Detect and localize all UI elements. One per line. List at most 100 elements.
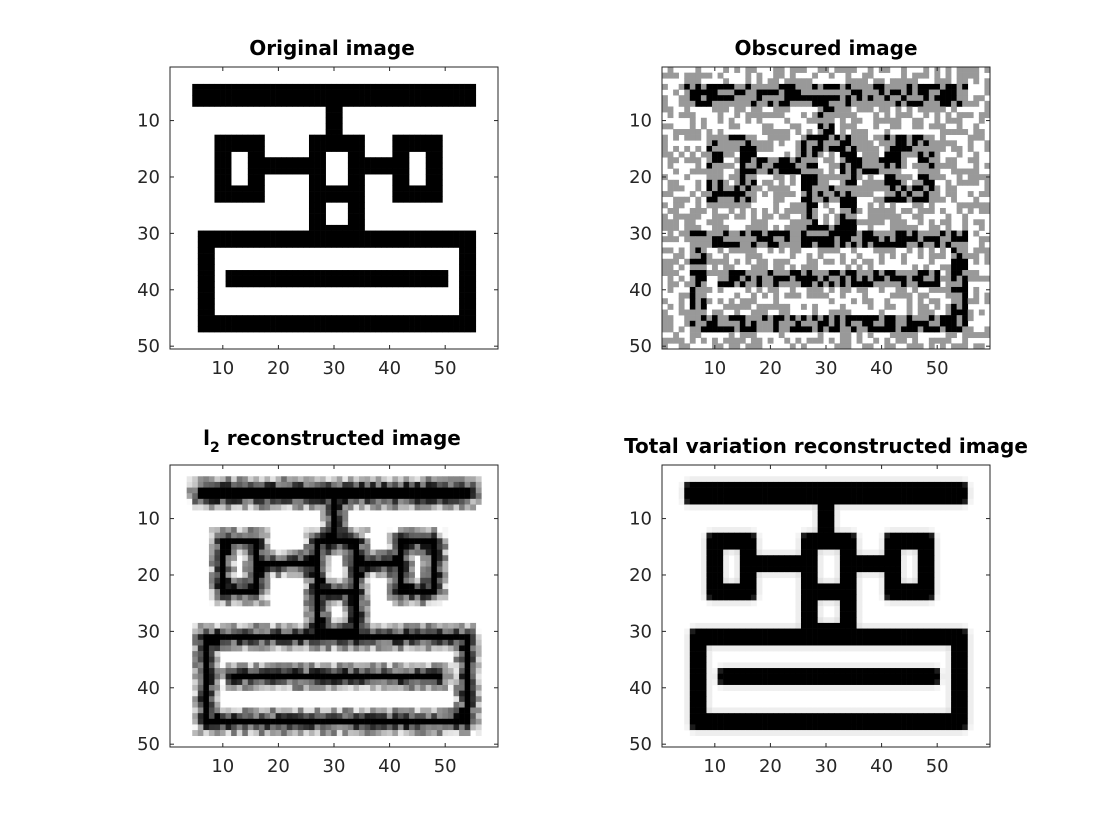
- image-pixel: [225, 662, 232, 669]
- image-pixel: [817, 129, 824, 135]
- image-layer: [678, 476, 974, 737]
- image-pixel: [834, 112, 841, 119]
- image-pixel: [370, 572, 376, 579]
- image-pixel: [370, 679, 376, 686]
- image-pixel: [225, 481, 232, 488]
- image-pixel: [928, 253, 935, 260]
- image-pixel: [270, 560, 276, 567]
- image-pixel: [308, 538, 315, 545]
- image-pixel: [470, 724, 477, 731]
- image-pixel: [717, 129, 724, 135]
- image-pixel: [873, 112, 880, 119]
- image-pixel: [336, 662, 343, 669]
- image-pixel: [851, 83, 857, 90]
- image-pixel: [270, 724, 276, 731]
- image-pixel: [392, 589, 399, 596]
- image-pixel: [800, 145, 807, 152]
- image-pixel: [834, 275, 841, 282]
- image-pixel: [192, 730, 199, 737]
- image-pixel: [706, 476, 713, 483]
- image-pixel: [375, 230, 382, 237]
- image-pixel: [347, 594, 354, 601]
- image-pixel: [281, 236, 288, 243]
- subplot-l2-svg: l2 reconstructed image 10 20 30 40 501020304…: [137, 426, 499, 777]
- image-pixel: [242, 89, 249, 96]
- image-pixel: [231, 326, 238, 333]
- image-pixel: [928, 202, 935, 209]
- image-pixel: [303, 241, 310, 248]
- image-pixel: [773, 174, 780, 181]
- image-pixel: [220, 174, 226, 181]
- image-pixel: [275, 481, 282, 488]
- image-pixel: [392, 326, 399, 333]
- image-pixel: [928, 95, 935, 102]
- image-pixel: [700, 89, 707, 96]
- image-pixel: [364, 100, 371, 107]
- image-pixel: [912, 326, 919, 333]
- image-pixel: [673, 145, 679, 152]
- image-pixel: [745, 100, 752, 107]
- image-pixel: [828, 112, 835, 119]
- image-pixel: [336, 538, 343, 545]
- image-pixel: [712, 185, 718, 192]
- image-pixel: [258, 572, 265, 579]
- image-pixel: [292, 645, 299, 652]
- chart-title: Total variation reconstructed image: [624, 434, 1028, 458]
- image-pixel: [945, 67, 952, 73]
- y-tick-label: 20: [629, 167, 652, 188]
- image-pixel: [723, 191, 730, 198]
- image-pixel: [923, 208, 930, 214]
- image-pixel: [884, 95, 891, 102]
- image-pixel: [700, 270, 707, 276]
- image-pixel: [425, 83, 432, 90]
- image-pixel: [281, 713, 288, 720]
- image-pixel: [425, 560, 432, 567]
- image-pixel: [851, 162, 857, 169]
- image-pixel: [745, 241, 752, 248]
- image-pixel: [403, 151, 410, 158]
- image-pixel: [689, 253, 696, 260]
- image-pixel: [706, 481, 713, 488]
- image-pixel: [728, 264, 735, 271]
- image-pixel: [431, 83, 438, 90]
- image-pixel: [828, 72, 835, 79]
- image-pixel: [750, 230, 757, 237]
- image-pixel: [823, 241, 830, 248]
- image-pixel: [353, 145, 360, 152]
- image-pixel: [308, 606, 315, 612]
- image-pixel: [723, 78, 730, 85]
- image-pixel: [856, 219, 863, 226]
- image-pixel: [839, 117, 846, 124]
- image-pixel: [397, 628, 404, 635]
- image-pixel: [336, 679, 343, 686]
- image-pixel: [308, 493, 315, 500]
- image-pixel: [342, 510, 349, 517]
- image-pixel: [247, 168, 254, 175]
- image-pixel: [812, 219, 818, 226]
- image-pixel: [197, 89, 204, 96]
- image-pixel: [208, 481, 215, 488]
- image-pixel: [712, 196, 718, 203]
- image-pixel: [220, 555, 226, 562]
- image-pixel: [331, 117, 338, 124]
- image-pixel: [442, 275, 449, 282]
- image-pixel: [834, 481, 841, 488]
- image-pixel: [364, 707, 371, 714]
- image-pixel: [823, 320, 830, 327]
- image-pixel: [286, 645, 293, 652]
- image-pixel: [225, 179, 232, 186]
- image-pixel: [895, 83, 902, 90]
- image-pixel: [436, 168, 443, 175]
- image-pixel: [392, 713, 399, 720]
- image-pixel: [425, 100, 432, 107]
- image-pixel: [297, 639, 304, 646]
- image-pixel: [800, 241, 807, 248]
- image-pixel: [275, 157, 282, 164]
- image-pixel: [851, 487, 857, 494]
- image-pixel: [784, 162, 791, 169]
- image-pixel: [928, 208, 935, 214]
- image-pixel: [214, 724, 221, 731]
- image-pixel: [403, 236, 410, 243]
- image-pixel: [673, 281, 679, 288]
- image-pixel: [253, 555, 260, 562]
